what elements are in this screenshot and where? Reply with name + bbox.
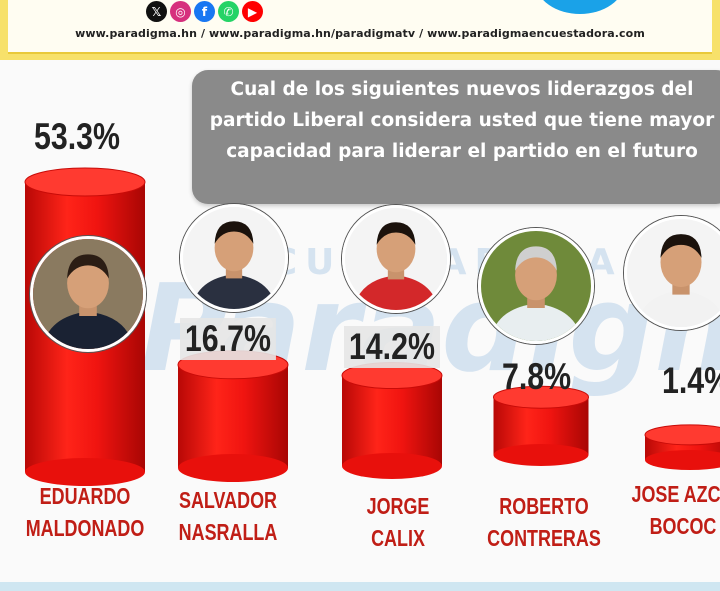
bottom-border	[0, 582, 720, 591]
candidate-photo	[342, 205, 450, 313]
bar-top	[644, 424, 720, 446]
candidate-photo	[478, 228, 594, 344]
bar-body	[493, 397, 589, 455]
header-band: 𝕏 ◎ f ✆ ▶ www.paradigma.hn / www.paradig…	[0, 0, 720, 60]
person-icon	[33, 239, 143, 349]
person-icon	[627, 219, 720, 327]
candidate-name-line: BOCOC	[649, 513, 717, 539]
header-panel: 𝕏 ◎ f ✆ ▶ www.paradigma.hn / www.paradig…	[8, 0, 712, 54]
data-label: 16.7%	[180, 318, 276, 360]
social-icons: 𝕏 ◎ f ✆ ▶	[146, 1, 263, 22]
candidate-name: EDUARDO MALDONADO	[7, 480, 163, 544]
header-urls: www.paradigma.hn / www.paradigma.hn/para…	[75, 27, 645, 40]
person-icon	[345, 208, 447, 310]
x-icon[interactable]: 𝕏	[146, 1, 167, 22]
bar-2	[177, 350, 289, 482]
bar-top	[24, 167, 146, 197]
candidate-name: JORGE CALIX	[320, 490, 476, 554]
person-icon	[481, 231, 591, 341]
candidate-name-line: CONTRERAS	[487, 525, 601, 551]
candidate-name-line: MALDONADO	[25, 515, 145, 541]
chart-title: Cual de los siguientes nuevos liderazgos…	[192, 70, 720, 204]
data-label: 1.4%	[662, 360, 720, 401]
facebook-icon[interactable]: f	[194, 1, 215, 22]
data-label: 53.3%	[34, 116, 121, 157]
bar-base	[493, 444, 589, 466]
candidate-name: SALVADOR NASRALLA	[150, 484, 306, 548]
candidate-name-line: CALIX	[371, 525, 425, 551]
bar-4	[493, 385, 589, 466]
bar-5	[644, 424, 720, 470]
bar-body	[178, 364, 288, 468]
candidate-photo	[624, 216, 720, 330]
data-label: 14.2%	[344, 326, 440, 368]
bar-base	[342, 453, 442, 479]
candidate-name-line: SALVADOR	[178, 487, 278, 513]
candidate-photo	[30, 236, 146, 352]
instagram-icon[interactable]: ◎	[170, 1, 191, 22]
person-icon	[183, 207, 285, 309]
data-label: 7.8%	[502, 356, 572, 397]
candidate-name-line: JORGE	[366, 493, 430, 519]
bar-body	[342, 375, 442, 466]
bar-base	[645, 450, 720, 470]
candidate-name-line: NASRALLA	[178, 519, 278, 545]
candidate-name: ROBERTO CONTRERAS	[466, 490, 622, 554]
candidate-name-line: JOSE AZCO	[631, 481, 720, 507]
whatsapp-icon[interactable]: ✆	[218, 1, 239, 22]
bar-base	[178, 454, 288, 482]
candidate-photo	[180, 204, 288, 312]
candidate-name-line: EDUARDO	[39, 483, 131, 509]
candidate-name: JOSE AZCO BOCOC	[605, 478, 720, 542]
candidate-name-line: ROBERTO	[499, 493, 589, 519]
bar-body	[645, 434, 720, 460]
youtube-icon[interactable]: ▶	[242, 1, 263, 22]
bar-3	[341, 362, 443, 479]
